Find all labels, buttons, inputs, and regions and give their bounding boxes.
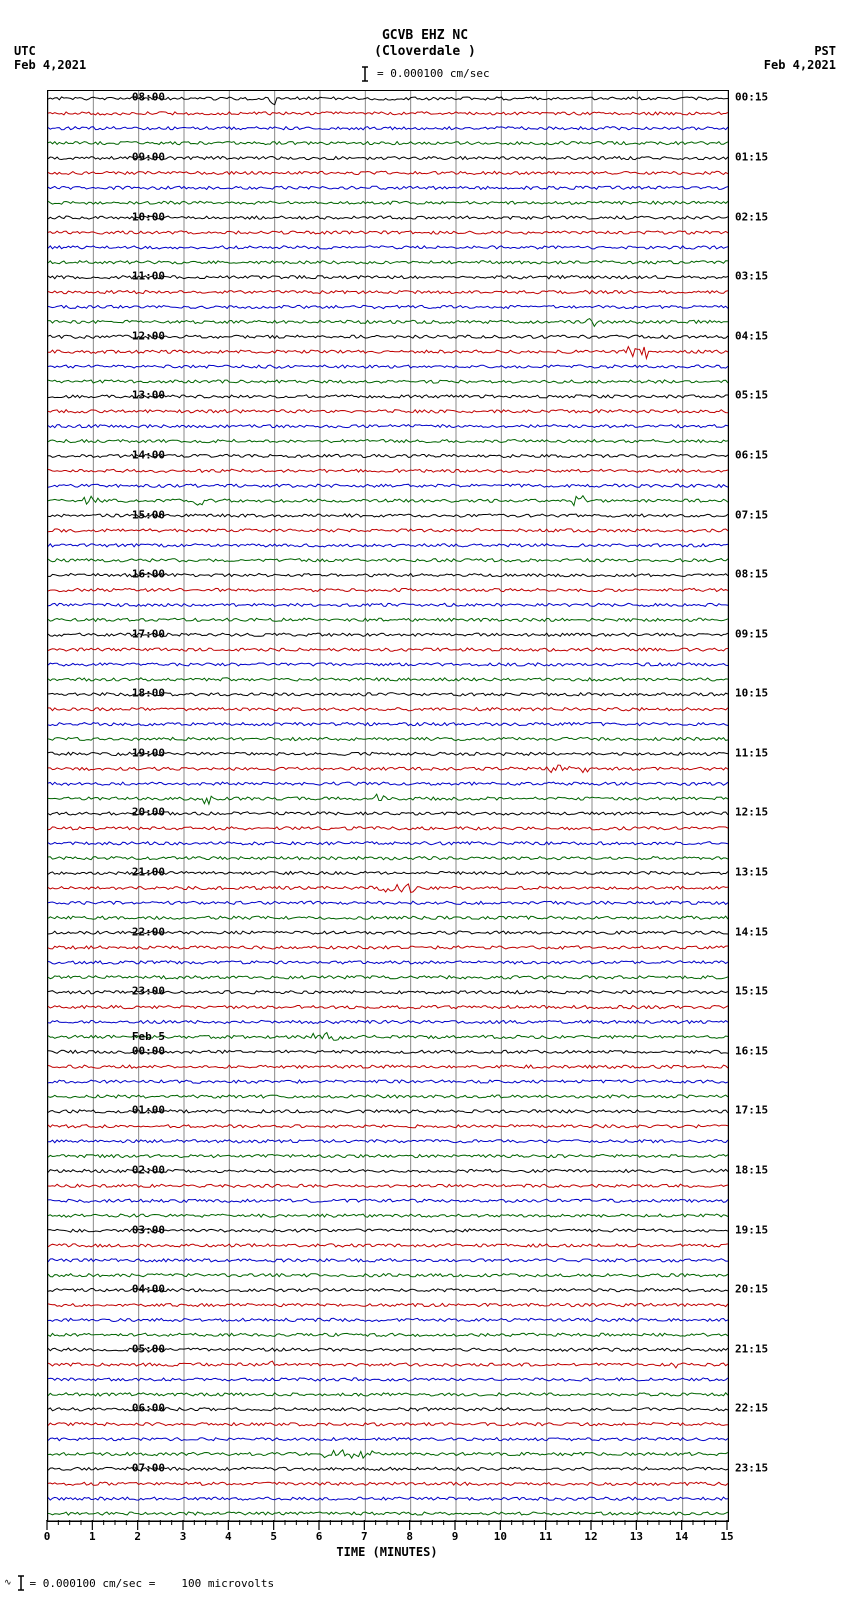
utc-time-label: 02:00 (132, 1163, 165, 1176)
x-tick-label: 2 (134, 1530, 141, 1543)
scale-indicator: = 0.000100 cm/sec (0, 66, 850, 82)
pst-time-label: 09:15 (735, 627, 768, 640)
utc-time-label: 01:00 (132, 1104, 165, 1117)
x-tick-label: 0 (44, 1530, 51, 1543)
utc-time-label: 00:00 (132, 1044, 165, 1057)
utc-time-label: 04:00 (132, 1283, 165, 1296)
utc-time-label: 20:00 (132, 806, 165, 819)
pst-time-label: 15:15 (735, 985, 768, 998)
utc-time-label: 14:00 (132, 448, 165, 461)
pst-time-label: 17:15 (735, 1104, 768, 1117)
footer-scale-right: 100 microvolts (181, 1577, 274, 1590)
utc-time-label: 09:00 (132, 151, 165, 164)
pst-time-label: 03:15 (735, 270, 768, 283)
x-axis-ticks (46, 1520, 728, 1538)
footer-scale: ∿ = 0.000100 cm/sec = 100 microvolts (4, 1575, 274, 1591)
x-tick-label: 9 (452, 1530, 459, 1543)
x-tick-label: 14 (675, 1530, 688, 1543)
pst-time-label: 16:15 (735, 1044, 768, 1057)
utc-time-label: 15:00 (132, 508, 165, 521)
pst-time-label: 21:15 (735, 1342, 768, 1355)
pst-time-label: 08:15 (735, 568, 768, 581)
x-tick-label: 4 (225, 1530, 232, 1543)
x-tick-label: 15 (720, 1530, 733, 1543)
footer-scale-bar-icon (16, 1575, 26, 1591)
pst-time-label: 12:15 (735, 806, 768, 819)
x-tick-label: 13 (630, 1530, 643, 1543)
utc-time-label: 10:00 (132, 210, 165, 223)
x-tick-label: 3 (180, 1530, 187, 1543)
utc-time-label: 13:00 (132, 389, 165, 402)
utc-time-label: Feb 5 (132, 1030, 165, 1043)
pst-time-label: 07:15 (735, 508, 768, 521)
utc-time-label: 11:00 (132, 270, 165, 283)
utc-time-label: 16:00 (132, 568, 165, 581)
pst-time-label: 02:15 (735, 210, 768, 223)
utc-time-label: 22:00 (132, 925, 165, 938)
pst-time-label: 20:15 (735, 1283, 768, 1296)
x-tick-label: 7 (361, 1530, 368, 1543)
pst-time-label: 23:15 (735, 1461, 768, 1474)
utc-time-label: 06:00 (132, 1402, 165, 1415)
pst-time-label: 19:15 (735, 1223, 768, 1236)
x-tick-label: 12 (584, 1530, 597, 1543)
footer-scale-left: = 0.000100 cm/sec = (30, 1577, 156, 1590)
location-subtitle: (Cloverdale ) (0, 44, 850, 59)
pst-time-label: 13:15 (735, 866, 768, 879)
pst-time-label: 01:15 (735, 151, 768, 164)
scale-bar-icon (360, 66, 370, 82)
pst-time-label: 22:15 (735, 1402, 768, 1415)
x-axis-label: TIME (MINUTES) (47, 1545, 727, 1559)
pst-time-label: 00:15 (735, 91, 768, 104)
utc-time-label: 08:00 (132, 91, 165, 104)
pst-time-label: 06:15 (735, 448, 768, 461)
x-tick-label: 6 (316, 1530, 323, 1543)
x-tick-label: 10 (494, 1530, 507, 1543)
utc-time-label: 23:00 (132, 985, 165, 998)
x-tick-label: 8 (406, 1530, 413, 1543)
utc-time-label: 03:00 (132, 1223, 165, 1236)
x-tick-label: 1 (89, 1530, 96, 1543)
utc-time-label: 21:00 (132, 866, 165, 879)
utc-time-label: 12:00 (132, 329, 165, 342)
pst-time-label: 10:15 (735, 687, 768, 700)
utc-time-label: 07:00 (132, 1461, 165, 1474)
helicorder-container: UTC Feb 4,2021 PST Feb 4,2021 GCVB EHZ N… (0, 0, 850, 1613)
pst-time-label: 05:15 (735, 389, 768, 402)
x-tick-label: 11 (539, 1530, 552, 1543)
x-tick-label: 5 (270, 1530, 277, 1543)
station-title: GCVB EHZ NC (0, 28, 850, 43)
pst-time-label: 11:15 (735, 746, 768, 759)
scale-value: = 0.000100 cm/sec (377, 67, 490, 80)
utc-time-label: 19:00 (132, 746, 165, 759)
utc-time-label: 05:00 (132, 1342, 165, 1355)
pst-time-label: 18:15 (735, 1163, 768, 1176)
pst-time-label: 14:15 (735, 925, 768, 938)
utc-time-label: 17:00 (132, 627, 165, 640)
utc-time-label: 18:00 (132, 687, 165, 700)
pst-time-label: 04:15 (735, 329, 768, 342)
